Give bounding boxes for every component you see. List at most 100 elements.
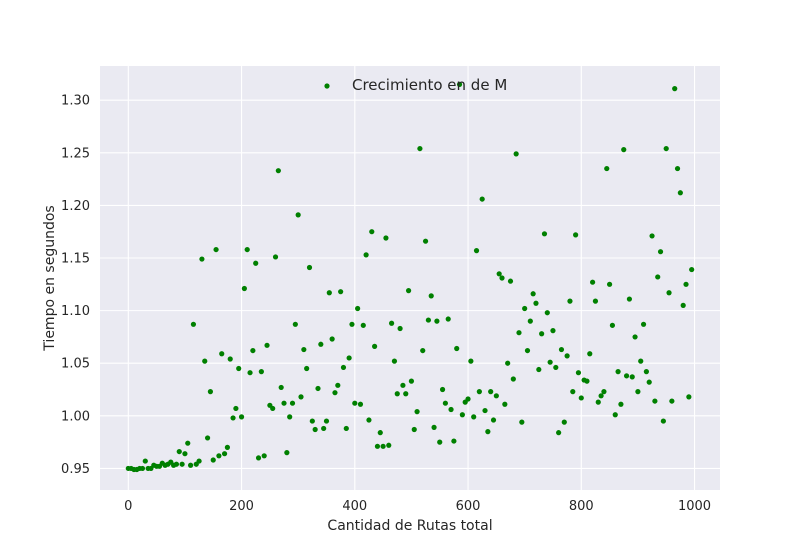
data-point — [564, 353, 570, 359]
data-point — [479, 196, 485, 202]
data-point — [609, 322, 616, 328]
data-point — [403, 391, 409, 397]
data-point — [250, 347, 256, 354]
data-point — [329, 336, 335, 342]
data-point — [595, 399, 601, 405]
data-point — [592, 298, 599, 304]
data-point — [309, 418, 315, 424]
data-point — [369, 229, 375, 235]
data-point — [388, 320, 395, 326]
data-point — [230, 415, 236, 421]
data-point — [301, 346, 307, 353]
data-point — [626, 296, 633, 302]
data-point — [210, 457, 216, 463]
data-point — [454, 345, 460, 352]
data-point — [465, 396, 471, 402]
data-point — [227, 356, 233, 362]
data-point — [236, 365, 242, 372]
data-point — [485, 429, 491, 435]
data-point — [621, 147, 627, 153]
data-points — [125, 81, 695, 473]
data-point — [219, 351, 225, 357]
data-point — [139, 465, 146, 472]
data-point — [397, 325, 403, 332]
data-point — [476, 389, 482, 395]
data-point — [414, 409, 420, 415]
data-point — [558, 346, 565, 353]
data-point — [683, 281, 689, 287]
legend: Crecimiento en de M — [324, 76, 507, 94]
data-point — [587, 351, 593, 357]
data-point — [405, 288, 412, 294]
data-point — [281, 400, 287, 406]
data-point — [185, 440, 191, 446]
plot-background — [100, 66, 720, 490]
y-tick-label: 1.15 — [61, 252, 90, 267]
data-point — [304, 365, 310, 372]
data-point — [233, 405, 239, 412]
data-point — [547, 359, 553, 365]
data-point — [270, 405, 276, 412]
data-point — [541, 231, 548, 237]
data-point — [318, 341, 324, 347]
data-point — [677, 190, 683, 196]
data-point — [575, 370, 582, 376]
x-tick-label: 1000 — [678, 499, 711, 514]
data-point — [196, 458, 202, 464]
data-point — [556, 430, 562, 436]
data-point — [383, 235, 389, 241]
data-point — [488, 389, 494, 395]
data-point — [340, 364, 347, 371]
data-point — [612, 412, 618, 418]
y-tick-label: 1.10 — [61, 304, 90, 319]
data-point — [326, 290, 332, 296]
data-point — [638, 358, 644, 364]
data-point — [544, 310, 550, 316]
data-point — [442, 400, 448, 406]
data-point — [315, 385, 321, 392]
data-point — [332, 390, 338, 396]
data-point — [674, 165, 681, 172]
data-point — [618, 401, 624, 407]
data-point — [584, 378, 590, 384]
data-point — [553, 364, 559, 371]
data-point — [646, 379, 652, 385]
data-point — [536, 366, 542, 373]
y-tick-label: 1.20 — [61, 199, 90, 214]
data-point — [394, 391, 400, 397]
data-point — [660, 418, 666, 424]
data-point — [366, 417, 372, 423]
data-point — [524, 347, 531, 354]
data-point — [377, 430, 383, 436]
data-point — [456, 81, 463, 88]
y-tick-label: 0.95 — [61, 462, 90, 477]
data-point — [380, 443, 386, 449]
y-tick-label: 1.00 — [61, 409, 90, 424]
data-point — [244, 246, 250, 253]
data-point — [374, 443, 381, 449]
data-point — [519, 419, 525, 425]
data-point — [400, 382, 406, 388]
data-point — [606, 281, 613, 287]
data-point — [527, 318, 533, 324]
data-point — [411, 426, 417, 433]
data-point — [261, 453, 267, 459]
data-point — [386, 442, 392, 448]
x-axis-label: Cantidad de Rutas total — [327, 518, 492, 534]
data-point — [289, 400, 296, 406]
data-point — [349, 321, 355, 327]
data-point — [490, 417, 497, 423]
data-point — [253, 260, 259, 266]
data-point — [573, 232, 579, 238]
data-point — [473, 248, 480, 254]
data-point — [287, 414, 293, 420]
data-point — [590, 279, 596, 285]
data-point — [516, 330, 522, 336]
data-point — [502, 401, 508, 407]
data-point — [321, 425, 327, 432]
data-point — [272, 254, 279, 260]
data-point — [530, 291, 536, 297]
data-point — [434, 318, 440, 324]
data-point — [335, 382, 341, 388]
